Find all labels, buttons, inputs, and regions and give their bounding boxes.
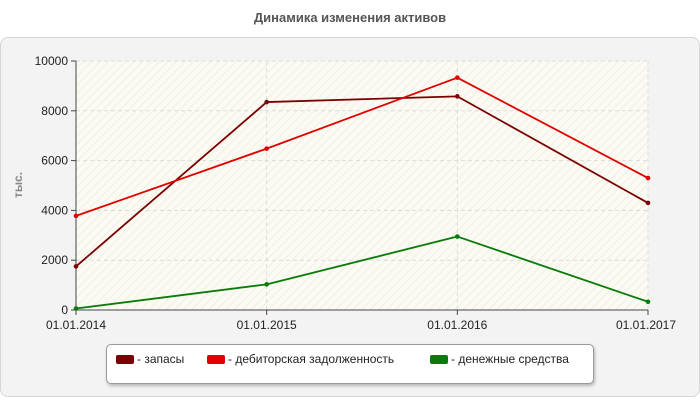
legend-item-denezhnye: - денежные средства — [430, 352, 569, 366]
data-point — [73, 213, 79, 219]
x-tick-label: 01.01.2016 — [427, 318, 487, 332]
data-point — [645, 175, 651, 181]
legend-item-zapasy: - запасы — [116, 352, 184, 366]
legend-item-debitorskaya: - дебиторская задолженность — [207, 352, 394, 366]
series-line-0 — [75, 95, 649, 268]
data-point — [645, 299, 651, 305]
legend-swatch — [207, 354, 225, 364]
series-line-2 — [75, 235, 649, 310]
data-point — [73, 306, 79, 311]
data-point — [455, 94, 460, 99]
data-point — [455, 234, 460, 239]
legend-label: - дебиторская задолженность — [228, 352, 395, 366]
data-point — [264, 99, 269, 105]
data-point — [264, 282, 269, 287]
series-line-1 — [75, 76, 649, 217]
data-point — [455, 75, 460, 80]
chart-legend: - запасы - дебиторская задолженность - д… — [106, 344, 594, 384]
y-tick-label: 4000 — [41, 203, 68, 217]
y-tick-label: 2000 — [41, 253, 68, 267]
y-axis-label: тыс. — [11, 172, 25, 198]
x-tick-label: 01.01.2017 — [616, 318, 676, 332]
y-tick-label: 6000 — [41, 154, 68, 168]
data-point — [73, 264, 79, 269]
y-tick-label: 0 — [61, 303, 68, 317]
data-point — [645, 200, 651, 206]
legend-label: - запасы — [137, 352, 185, 366]
legend-label: - денежные средства — [451, 352, 569, 366]
chart-title: Динамика изменения активов — [253, 10, 447, 25]
x-tick-label: 01.01.2015 — [237, 318, 297, 332]
y-tick-label: 10000 — [35, 54, 69, 68]
legend-swatch — [116, 354, 134, 364]
data-point — [264, 146, 269, 151]
legend-swatch — [430, 354, 448, 364]
x-tick-label: 01.01.2014 — [46, 318, 106, 332]
y-tick-label: 8000 — [41, 104, 68, 118]
